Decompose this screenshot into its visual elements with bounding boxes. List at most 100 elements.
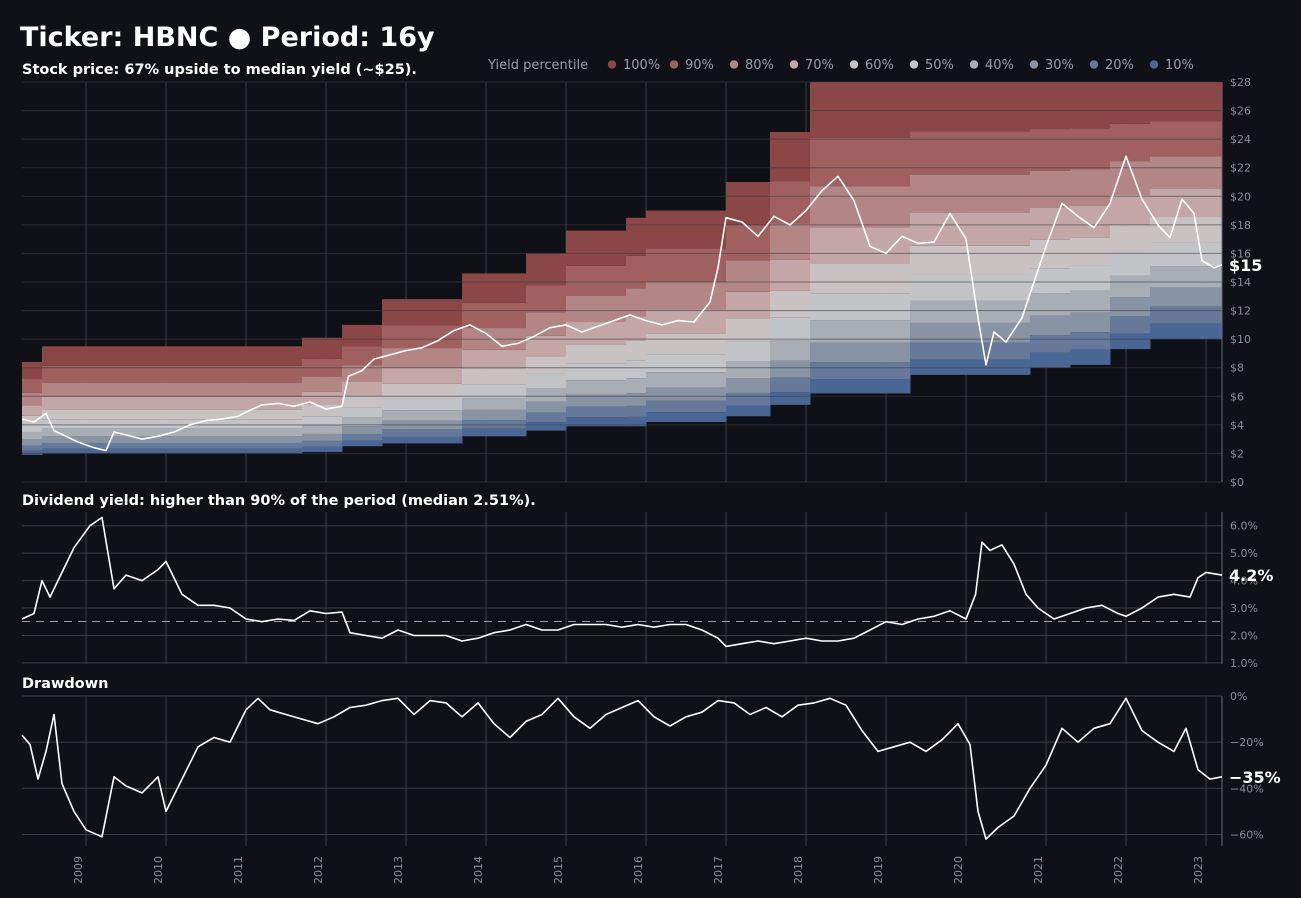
y-tick-label: $0 [1230,476,1244,489]
percentile-band [910,212,1031,246]
percentile-band [810,362,911,380]
percentile-band [646,400,727,413]
percentile-band [382,429,463,437]
percentile-band [566,230,627,266]
legend-swatch [1089,60,1099,69]
percentile-band [810,342,911,363]
x-tick-label: 2009 [72,856,85,884]
percentile-band [626,288,647,317]
percentile-band [646,387,727,401]
legend-swatch [789,60,799,69]
percentile-band [342,426,383,434]
price-line [21,155,1223,452]
percentile-band [1150,82,1222,122]
percentile-band [626,340,647,361]
percentile-band [302,376,343,392]
percentile-band [1150,188,1222,218]
legend-swatch [1149,60,1159,69]
percentile-band [770,181,811,224]
drawdown-line [21,697,1223,840]
percentile-band [526,335,567,357]
percentile-band [810,293,911,321]
percentile-band [910,82,1031,132]
percentile-band [770,377,811,393]
percentile-band [1030,315,1071,336]
percentile-band [726,392,771,406]
percentile-band [810,320,911,343]
percentile-band [726,318,771,342]
percentile-band [302,425,343,434]
percentile-band [382,383,463,399]
percentile-band [1150,323,1222,340]
percentile-band [302,446,343,452]
percentile-band [382,299,463,326]
percentile-band [1030,293,1071,316]
legend-swatch [969,60,979,69]
legend-label: 60% [865,58,894,73]
y-tick-label: $22 [1230,162,1251,175]
percentile-band [646,372,727,388]
percentile-band [1070,205,1111,238]
legend-label: 70% [805,58,834,73]
percentile-band [810,227,911,264]
percentile-band [770,360,811,378]
percentile-band [42,409,303,420]
x-tick-label: 2016 [632,856,645,884]
percentile-band [526,401,567,413]
percentile-band [302,337,343,359]
percentile-band [1110,194,1151,225]
percentile-band [1110,297,1151,317]
y-tick-label: 2.0% [1230,629,1258,642]
x-tick-label: 2012 [312,856,325,884]
legend-item: 100% [607,58,660,73]
percentile-band [1110,224,1151,252]
legend-label: 10% [1165,58,1194,73]
percentile-band [22,424,43,433]
x-tick-label: 2019 [872,856,885,884]
percentile-band [770,259,811,291]
percentile-band [382,367,463,384]
legend-swatch [909,60,919,69]
percentile-band [566,344,627,364]
y-tick-label: $8 [1230,362,1244,375]
percentile-band [1070,312,1111,333]
percentile-band [342,440,383,447]
legend-label: 20% [1105,58,1134,73]
y-tick-label: 6.0% [1230,520,1258,533]
percentile-band [810,137,911,187]
percentile-band [42,396,303,410]
panels: $0 $2 $4 $6 $8 $10 $12 $14 $16 $18 $20 $22 $24 $26 $28… [21,76,1281,884]
percentile-band [626,217,647,256]
percentile-band [1110,275,1151,298]
price-panel-title: Stock price: 67% upside to median yield … [22,62,417,78]
percentile-band [22,432,43,440]
percentile-band [342,346,383,366]
percentile-band [566,295,627,323]
legend-label: 30% [1045,58,1074,73]
percentile-band [342,381,383,396]
percentile-band [726,182,771,225]
percentile-band [1030,170,1071,208]
percentile-band [566,380,627,395]
percentile-band [770,290,811,318]
percentile-band [646,412,727,422]
y-tick-label: 1.0% [1230,657,1258,670]
percentile-band [626,393,647,406]
percentile-band [302,416,343,426]
percentile-band [646,248,727,282]
percentile-band [342,365,383,382]
percentile-band [42,365,303,383]
percentile-band [42,442,303,449]
percentile-band [1110,82,1151,124]
percentile-band [1150,287,1222,307]
y-tick-label: 5.0% [1230,547,1258,560]
y-tick-label: −60% [1230,828,1264,841]
percentile-band [382,348,463,368]
percentile-band [1030,352,1071,368]
percentile-band [342,407,383,418]
percentile-band [646,210,727,249]
percentile-band [646,333,727,355]
percentile-band [626,360,647,379]
percentile-band [1070,169,1111,206]
price-end-label: $15 [1229,256,1262,275]
